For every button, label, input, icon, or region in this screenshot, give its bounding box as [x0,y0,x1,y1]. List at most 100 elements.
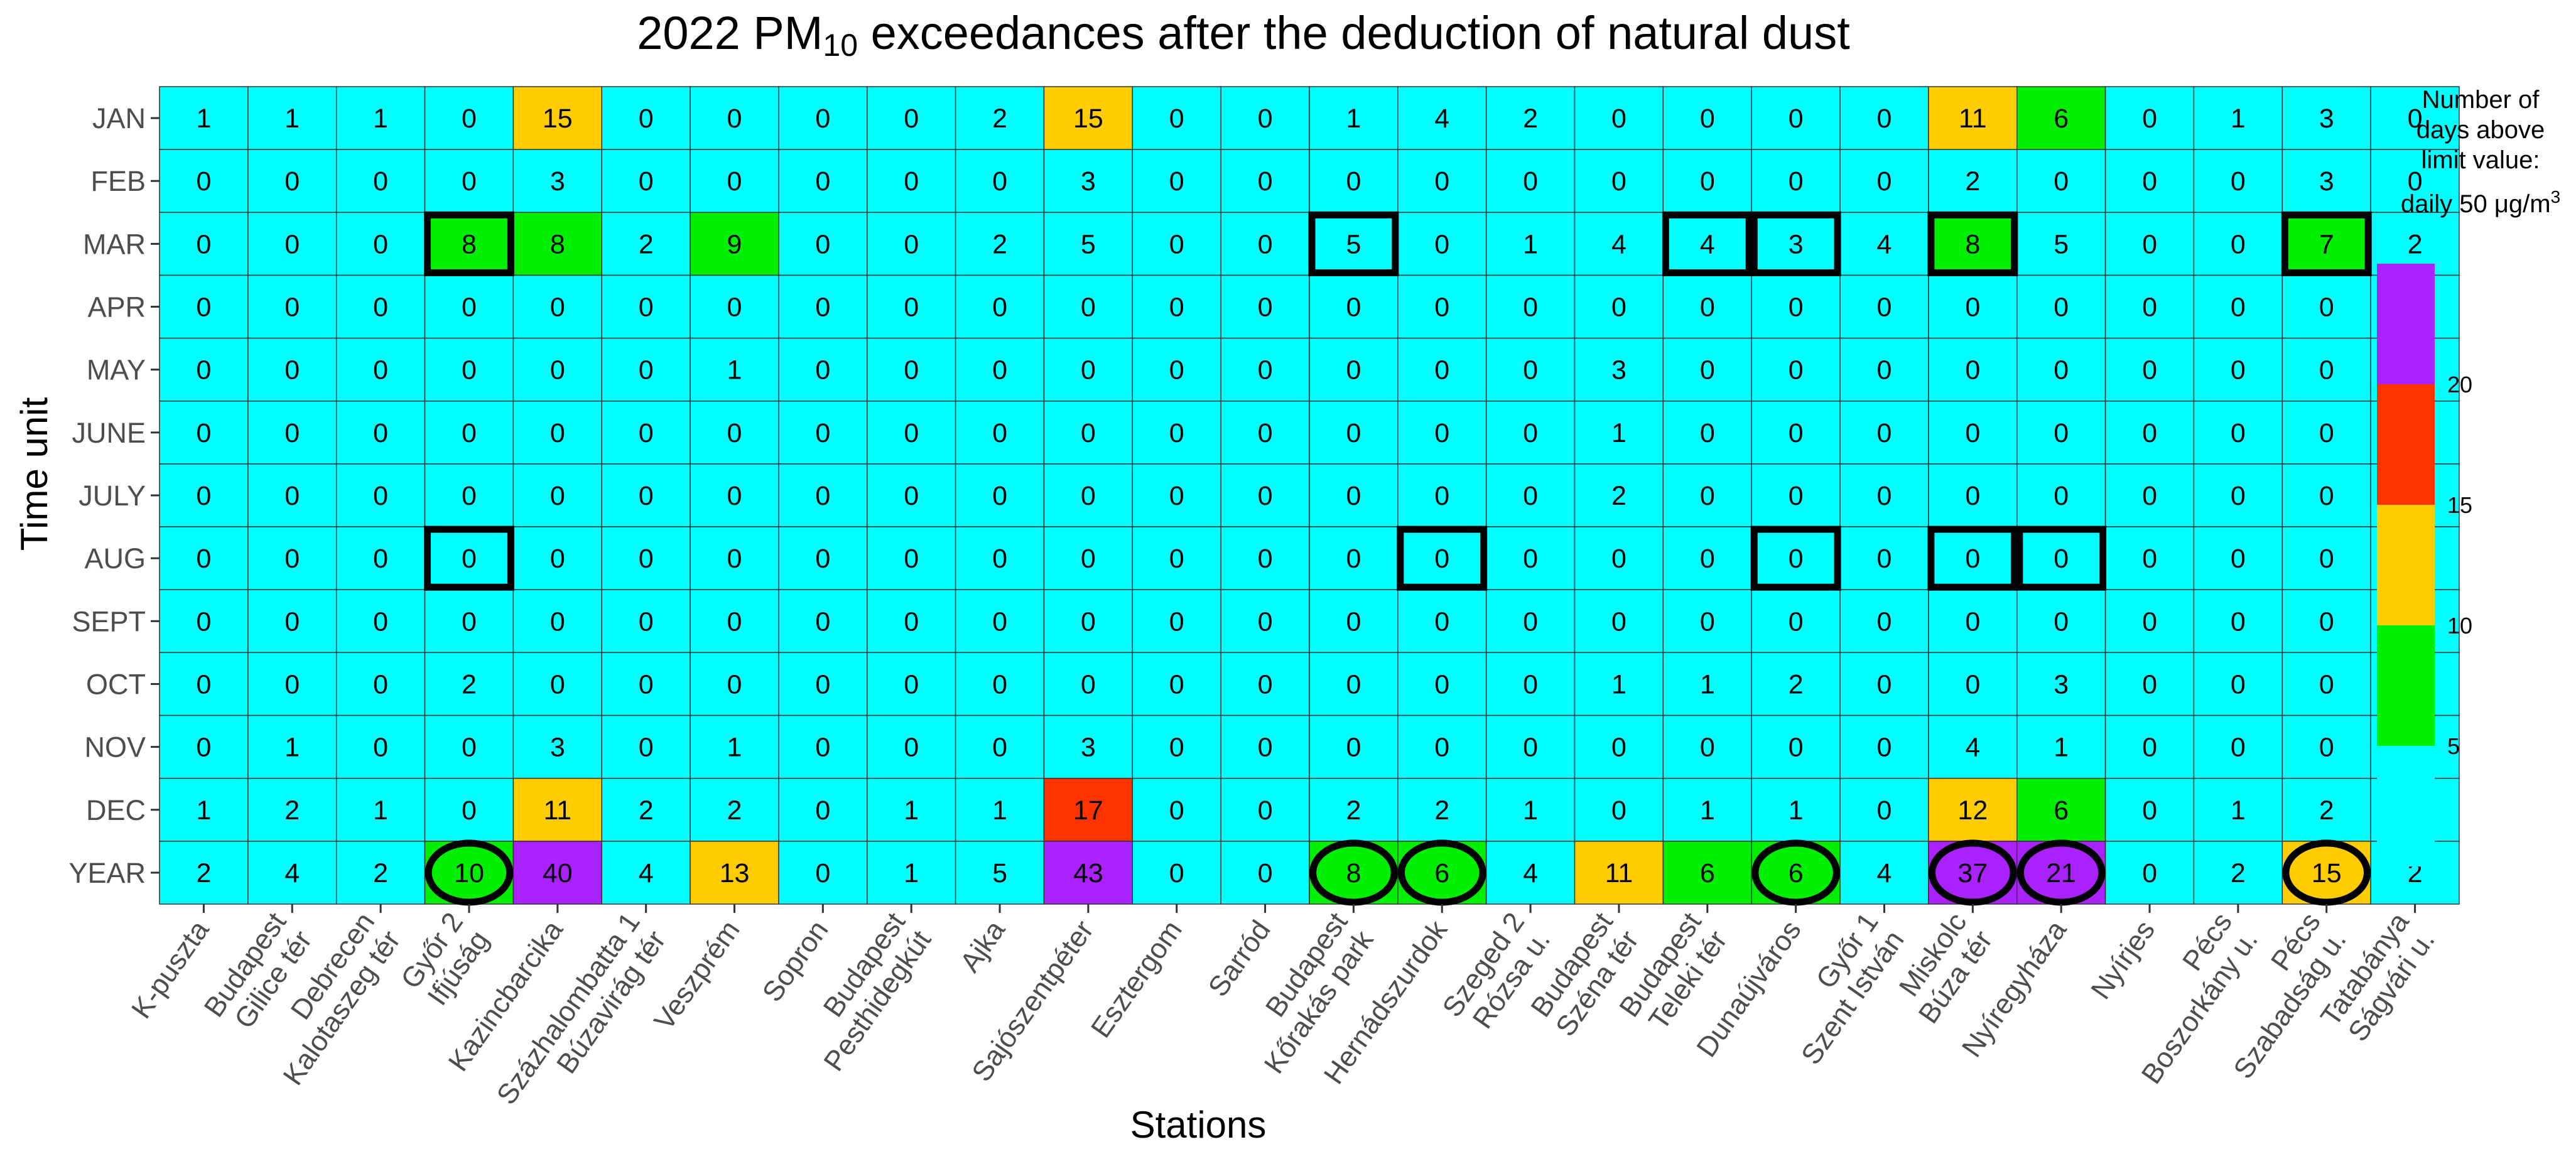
cell-value-label: 0 [2231,166,2246,197]
heatmap-cell [1751,274,1841,339]
heatmap-cell [1397,212,1487,276]
cell-value-label: 11 [1605,858,1633,888]
cell-value-label: 1 [727,355,742,385]
cell-value-label: 0 [284,229,300,259]
cell-value-label: 0 [2142,355,2157,385]
cell-value-label: 0 [284,669,300,699]
heatmap-cell [1662,714,1752,779]
cell-value-label: 0 [1169,229,1184,259]
cell-value-label: 0 [1169,606,1184,637]
heatmap-cell [1309,86,1399,150]
cell-value-label: 0 [1346,293,1361,323]
cell-value-label: 0 [727,669,742,699]
cell-value-label: 4 [1611,229,1626,259]
heatmap-cell [512,526,602,590]
heatmap-cell [2104,337,2195,402]
cell-value-label: 0 [1523,669,1538,699]
cell-value-label: 0 [462,293,477,323]
heatmap-cell [1485,212,1576,276]
cell-value-label: 0 [284,606,300,637]
heatmap-cell [1928,337,2018,402]
cell-value-label: 0 [550,606,565,637]
cell-value-label: 1 [1611,669,1626,699]
cell-value-label: 0 [1169,544,1184,574]
cell-value-label: 0 [196,229,211,259]
heatmap-cell [1043,652,1134,716]
cell-value-label: 0 [727,104,742,134]
highlight-box [1308,211,1399,276]
cell-value-label: 6 [1434,858,1449,888]
cell-value-label: 0 [1877,166,1892,197]
cell-value-label: 0 [550,544,565,574]
heatmap-cell [1220,86,1310,150]
heatmap-cell [1397,714,1487,779]
heatmap-cell [159,149,249,213]
cell-value-label: 0 [1789,481,1804,511]
heatmap-cell [1839,401,1929,465]
cell-value-label: 0 [992,355,1007,385]
heatmap-cell [2193,714,2283,779]
heatmap-cell [2370,86,2460,150]
cell-value-label: 0 [1346,544,1361,574]
cell-value-label: 0 [1789,606,1804,637]
heatmap-cell [1485,777,1576,842]
heatmap-cell [2281,714,2371,779]
heatmap-cell [2016,777,2106,842]
cell-value-label: 0 [1169,795,1184,826]
cell-value-label: 43 [1073,858,1103,888]
cell-value-label: 0 [1611,795,1626,826]
heatmap-cell [2104,841,2195,905]
cell-value-label: 0 [1434,355,1449,385]
cell-value-label: 2 [639,229,654,259]
cell-value-label: 0 [1700,293,1715,323]
heatmap-cell [2281,337,2371,402]
heatmap-cell [1928,86,2018,150]
heatmap-cell [1928,714,2018,779]
cell-value-label: 0 [462,481,477,511]
highlight-box [1750,526,1841,591]
heatmap-cell [1132,589,1221,654]
heatmap-cell [1928,652,2018,716]
heatmap-cell [1928,212,2018,276]
cell-value-label: 1 [904,858,919,888]
cell-value-label: 0 [196,293,211,323]
heatmap-cell [1839,463,1929,527]
heatmap-cell [867,589,956,654]
legend-title-line: limit value: [2422,146,2540,174]
heatmap-cell [1751,337,1841,402]
highlight-circle [1929,839,2017,906]
cell-value-label: 0 [1965,669,1980,699]
cell-value-label: 8 [1965,229,1980,259]
y-tick-label-oct: OCT [86,668,146,700]
heatmap-cell [867,401,956,465]
cell-value-label: 0 [1081,669,1096,699]
highlight-marks [424,211,2372,906]
cell-value-label: 0 [1081,481,1096,511]
cell-value-label: 0 [2054,544,2069,574]
cell-value-label: 0 [1611,733,1626,763]
cell-value-label: 10 [454,858,484,888]
heatmap-cell [2016,526,2106,590]
heatmap-cell [1751,463,1841,527]
cell-value-label: 0 [904,418,919,448]
legend-title-line: Number of [2422,86,2540,114]
heatmap-cell [1662,589,1752,654]
heatmap-cell [159,401,249,465]
cell-value-label: 0 [992,606,1007,637]
cell-value-label: 0 [1434,544,1449,574]
cell-value-label: 1 [373,795,388,826]
cell-value-label: 0 [1965,481,1980,511]
cell-value-label: 0 [1700,606,1715,637]
heatmap-cell [2193,589,2283,654]
cell-value-label: 0 [1523,355,1538,385]
cell-value-label: 0 [1434,166,1449,197]
heatmap-cell [247,149,337,213]
cell-value-label: 0 [284,418,300,448]
heatmap-cell [2016,714,2106,779]
cell-value-label: 1 [1789,795,1804,826]
cell-value-label: 2 [1346,795,1361,826]
cell-value-label: 0 [284,166,300,197]
heatmap-cell [2016,463,2106,527]
y-tick-label-july: JULY [78,480,146,512]
